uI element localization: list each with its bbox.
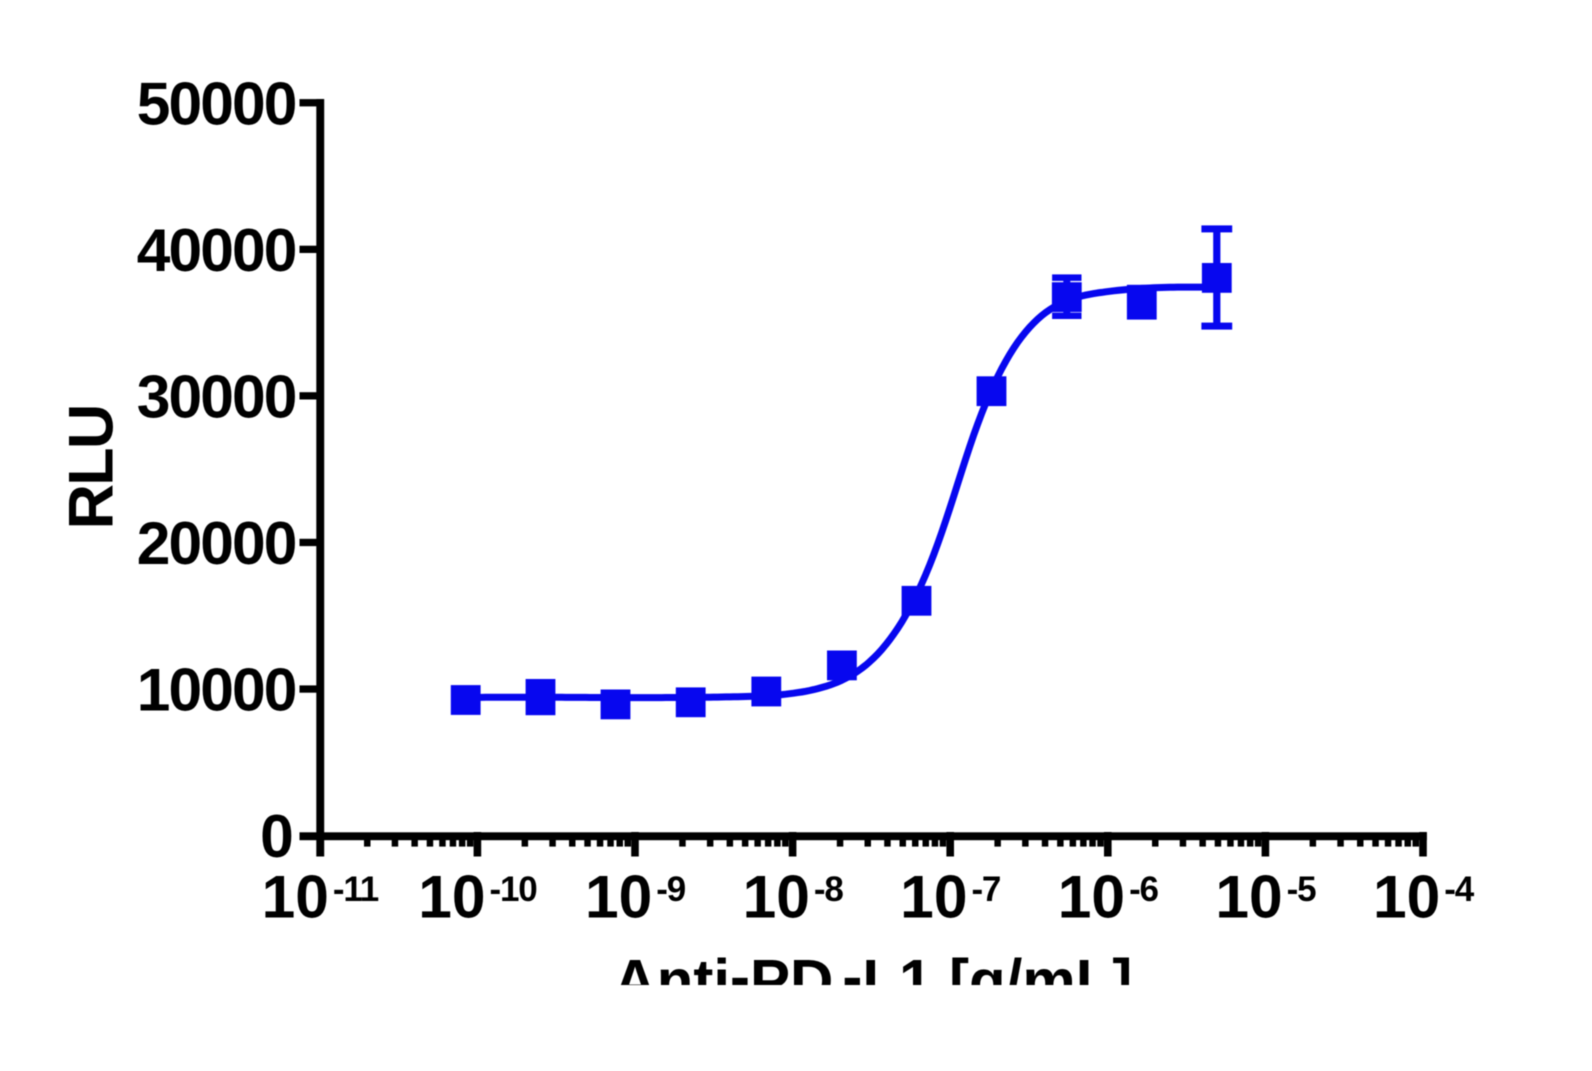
svg-text:50000: 50000 <box>137 70 296 138</box>
svg-text:30000: 30000 <box>137 363 296 431</box>
svg-text:RLU: RLU <box>56 405 126 529</box>
svg-text:20000: 20000 <box>137 509 296 577</box>
svg-text:10-7: 10 -7 <box>900 863 1000 931</box>
svg-text:Anti-PD-L1 [g/mL]: Anti-PD -L1 [g/mL] <box>613 943 1132 1014</box>
svg-text:10-8: 10 -8 <box>743 863 844 931</box>
svg-text:0: 0 <box>260 802 294 870</box>
svg-text:10000: 10000 <box>137 656 296 724</box>
svg-text:10-9: 10 -9 <box>585 863 686 931</box>
svg-text:10-4: 10 -4 <box>1373 863 1475 931</box>
svg-text:40000: 40000 <box>137 216 296 284</box>
